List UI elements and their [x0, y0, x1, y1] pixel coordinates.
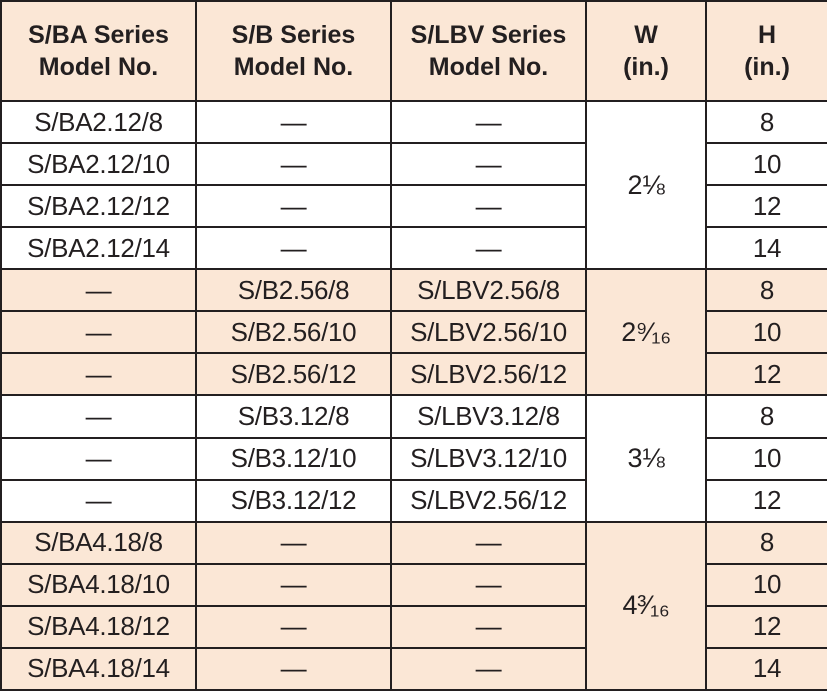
slbv-model-cell: S/LBV3.12/10 [390, 436, 587, 481]
width-cell: 2⁹⁄₁₆ [585, 268, 707, 397]
sba-model-cell: S/BA2.12/10 [0, 142, 197, 187]
height-cell: 10 [705, 436, 827, 481]
header-width: W (in.) [585, 0, 707, 102]
height-cell: 14 [705, 646, 827, 691]
sb-model-cell: — [195, 646, 392, 691]
sb-model-cell: — [195, 99, 392, 145]
height-cell: 10 [705, 310, 827, 355]
slbv-model-cell: — [390, 646, 587, 691]
slbv-model-cell: S/LBV2.56/12 [390, 352, 587, 397]
header-sba-model: S/BA Series Model No. [0, 0, 197, 102]
sba-model-cell: S/BA4.18/8 [0, 520, 197, 565]
slbv-model-cell: — [390, 99, 587, 145]
table-row: — S/B2.56/10 S/LBV2.56/10 10 [0, 310, 827, 355]
height-cell: 12 [705, 478, 827, 523]
sb-model-cell: S/B2.56/8 [195, 268, 392, 313]
sb-model-cell: — [195, 520, 392, 565]
slbv-model-cell: — [390, 562, 587, 607]
slbv-model-cell: S/LBV3.12/8 [390, 394, 587, 439]
table-row: S/BA4.18/10 — — 10 [0, 562, 827, 607]
height-cell: 8 [705, 99, 827, 145]
table-row: — S/B2.56/8 S/LBV2.56/8 2⁹⁄₁₆ 8 [0, 268, 827, 397]
sb-model-cell: — [195, 142, 392, 187]
sb-model-cell: S/B2.56/10 [195, 310, 392, 355]
sba-model-cell: S/BA4.18/12 [0, 604, 197, 649]
height-cell: 12 [705, 604, 827, 649]
slbv-model-cell: — [390, 226, 587, 271]
table-row: S/BA2.12/8 — — 2⅛ 8 [0, 99, 827, 271]
sb-model-cell: — [195, 184, 392, 229]
table-row: S/BA2.12/10 — — 10 [0, 142, 827, 187]
sb-model-cell: S/B3.12/8 [195, 394, 392, 439]
slbv-model-cell: — [390, 184, 587, 229]
sba-model-cell: S/BA4.18/14 [0, 646, 197, 691]
sb-model-cell: S/B3.12/12 [195, 478, 392, 523]
table-row: — S/B3.12/8 S/LBV3.12/8 3⅛ 8 [0, 394, 827, 523]
sba-model-cell: — [0, 352, 197, 397]
table-row: — S/B2.56/12 S/LBV2.56/12 12 [0, 352, 827, 397]
slbv-model-cell: S/LBV2.56/12 [390, 478, 587, 523]
table-row: S/BA4.18/12 — — 12 [0, 604, 827, 649]
height-cell: 12 [705, 184, 827, 229]
table-row: S/BA4.18/14 — — 14 [0, 646, 827, 691]
sba-model-cell: S/BA2.12/8 [0, 99, 197, 145]
width-cell: 3⅛ [585, 394, 707, 523]
slbv-model-cell: S/LBV2.56/10 [390, 310, 587, 355]
height-cell: 8 [705, 268, 827, 313]
sba-model-cell: — [0, 436, 197, 481]
sb-model-cell: — [195, 604, 392, 649]
table-row: — S/B3.12/10 S/LBV3.12/10 10 [0, 436, 827, 481]
height-cell: 14 [705, 226, 827, 271]
width-cell: 4³⁄₁₆ [585, 520, 707, 691]
header-height: H (in.) [705, 0, 827, 102]
height-cell: 8 [705, 520, 827, 565]
slbv-model-cell: — [390, 604, 587, 649]
sba-model-cell: — [0, 268, 197, 313]
sb-model-cell: — [195, 562, 392, 607]
height-cell: 10 [705, 562, 827, 607]
sb-model-cell: — [195, 226, 392, 271]
sba-model-cell: S/BA4.18/10 [0, 562, 197, 607]
height-cell: 8 [705, 394, 827, 439]
table-row: S/BA4.18/8 — — 4³⁄₁₆ 8 [0, 520, 827, 691]
slbv-model-cell: — [390, 520, 587, 565]
sba-model-cell: — [0, 394, 197, 439]
sb-model-cell: S/B3.12/10 [195, 436, 392, 481]
slbv-model-cell: S/LBV2.56/8 [390, 268, 587, 313]
table-row: S/BA2.12/14 — — 14 [0, 226, 827, 271]
sba-model-cell: — [0, 478, 197, 523]
table-row: S/BA2.12/12 — — 12 [0, 184, 827, 229]
header-row: S/BA Series Model No. S/B Series Model No.… [0, 0, 827, 102]
table-row: — S/B3.12/12 S/LBV2.56/12 12 [0, 478, 827, 523]
slbv-model-cell: — [390, 142, 587, 187]
height-cell: 12 [705, 352, 827, 397]
sb-model-cell: S/B2.56/12 [195, 352, 392, 397]
height-cell: 10 [705, 142, 827, 187]
sba-model-cell: S/BA2.12/14 [0, 226, 197, 271]
header-sb-model: S/B Series Model No. [195, 0, 392, 102]
sba-model-cell: S/BA2.12/12 [0, 184, 197, 229]
header-slbv-model: S/LBV Series Model No. [390, 0, 587, 102]
width-cell: 2⅛ [585, 99, 707, 271]
sba-model-cell: — [0, 310, 197, 355]
